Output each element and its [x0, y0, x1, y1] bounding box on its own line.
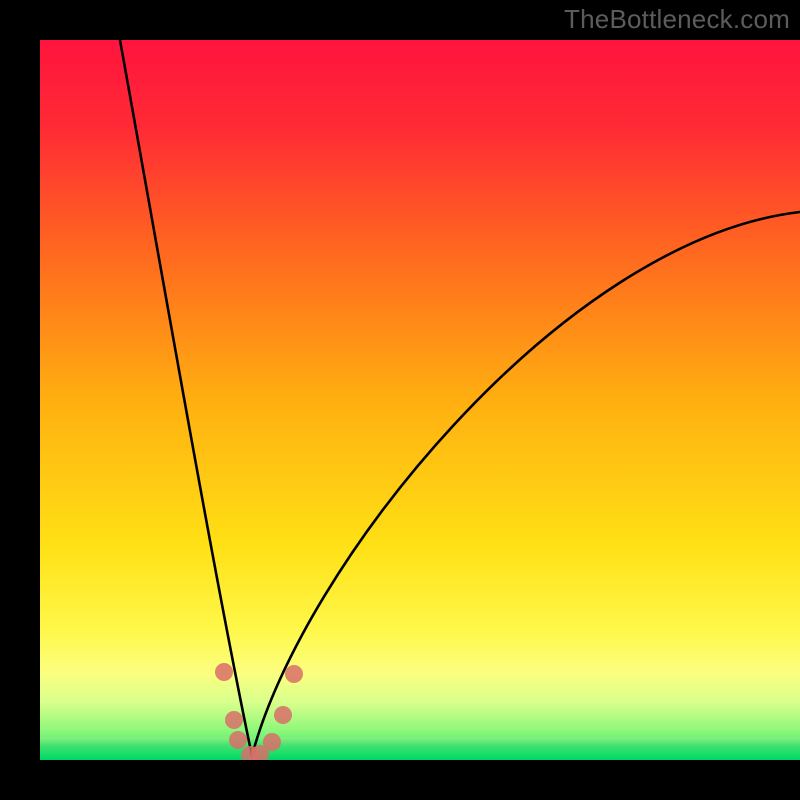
marker-dot	[263, 733, 281, 751]
chart-container: TheBottleneck.com	[0, 0, 800, 800]
marker-dot	[215, 663, 233, 681]
marker-dot	[225, 711, 243, 729]
watermark-text: TheBottleneck.com	[564, 4, 790, 35]
marker-dot	[274, 706, 292, 724]
curve-right-branch	[252, 212, 800, 756]
plot-area	[40, 40, 800, 760]
marker-dot	[229, 731, 247, 749]
v-curve-overlay	[40, 40, 800, 760]
marker-group	[215, 663, 303, 760]
curve-left-branch	[120, 40, 252, 756]
marker-dot	[285, 665, 303, 683]
